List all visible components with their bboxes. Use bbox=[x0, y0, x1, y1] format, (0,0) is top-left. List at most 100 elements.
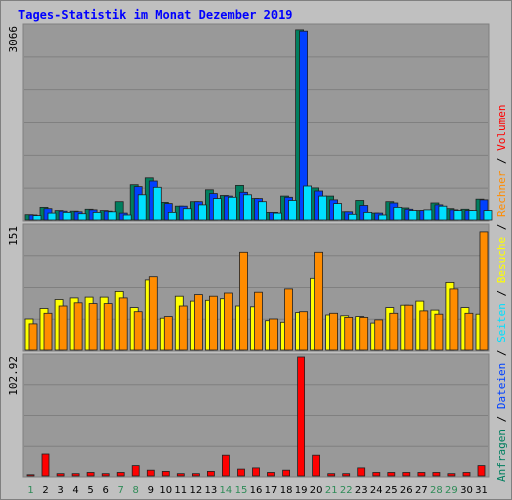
bar-seiten-day-21 bbox=[333, 203, 343, 221]
bar-rechner-day-23 bbox=[359, 316, 369, 351]
x-tick-label: 26 bbox=[400, 485, 413, 496]
bar-seiten-day-10 bbox=[167, 211, 177, 221]
bar-rechner-day-7 bbox=[118, 297, 128, 351]
bar-rechner-day-14 bbox=[223, 292, 233, 351]
legend-entry: Anfragen bbox=[495, 429, 508, 482]
bar-seiten-day-12 bbox=[197, 204, 207, 221]
bar-rechner-day-3 bbox=[58, 305, 68, 351]
x-tick-label: 20 bbox=[310, 485, 323, 496]
legend-right: Anfragen / Dateien / Seiten / Besuche / … bbox=[495, 104, 508, 482]
bar-seiten-day-22 bbox=[348, 213, 358, 221]
bar-seiten-day-14 bbox=[227, 196, 237, 221]
bar-seiten-day-17 bbox=[273, 212, 282, 221]
bar-rechner-day-30 bbox=[464, 312, 474, 351]
x-tick-label: 11 bbox=[174, 485, 187, 496]
bar-rechner-day-2 bbox=[43, 312, 53, 351]
bar-volumen-day-26 bbox=[402, 472, 411, 477]
bar-seiten-day-3 bbox=[62, 211, 72, 221]
bar-volumen-day-11 bbox=[176, 473, 185, 477]
bar-rechner-day-10 bbox=[163, 316, 173, 351]
legend-entry: / bbox=[495, 343, 508, 363]
bar-volumen-day-7 bbox=[116, 472, 125, 477]
bar-volumen-day-17 bbox=[267, 472, 275, 477]
bar-volumen-day-5 bbox=[86, 472, 95, 477]
bar-seiten-day-11 bbox=[182, 208, 192, 221]
bar-seiten-day-19 bbox=[303, 185, 313, 221]
bar-volumen-day-13 bbox=[206, 470, 215, 477]
bar-volumen-day-31 bbox=[477, 465, 486, 477]
bar-volumen-day-16 bbox=[252, 467, 260, 477]
bar-seiten-day-7 bbox=[122, 214, 132, 221]
legend-entry: Rechner bbox=[495, 170, 508, 217]
bar-rechner-day-19 bbox=[299, 311, 309, 351]
bar-seiten-day-18 bbox=[288, 200, 297, 221]
bar-rechner-day-8 bbox=[133, 311, 143, 351]
bar-volumen-day-30 bbox=[462, 472, 471, 477]
bar-rechner-day-31 bbox=[479, 231, 489, 351]
bar-rechner-day-21 bbox=[329, 312, 339, 351]
bar-volumen-day-12 bbox=[191, 473, 200, 477]
x-tick-label: 25 bbox=[385, 485, 398, 496]
x-tick-label: 18 bbox=[280, 485, 293, 496]
x-tick-label: 5 bbox=[87, 485, 93, 496]
bar-volumen-day-21 bbox=[327, 473, 336, 477]
bar-rechner-day-13 bbox=[208, 295, 218, 351]
x-tick-label: 9 bbox=[148, 485, 154, 496]
bar-volumen-day-1 bbox=[26, 474, 35, 477]
x-tick-label: 6 bbox=[103, 485, 109, 496]
bar-rechner-day-9 bbox=[148, 276, 158, 351]
bar-seiten-day-26 bbox=[408, 210, 418, 221]
bar-rechner-day-25 bbox=[389, 312, 399, 351]
x-tick-label: 17 bbox=[265, 485, 278, 496]
x-tick-label: 28 bbox=[430, 485, 443, 496]
bar-seiten-day-1 bbox=[32, 215, 42, 221]
y-tick-label-bottom: 102.92 bbox=[7, 356, 20, 396]
x-tick-label: 1 bbox=[27, 485, 33, 496]
x-tick-label: 4 bbox=[72, 485, 78, 496]
bar-seiten-day-13 bbox=[212, 198, 222, 221]
x-tick-label: 10 bbox=[159, 485, 172, 496]
legend-entry: Volumen bbox=[495, 104, 508, 150]
bar-volumen-day-28 bbox=[432, 472, 441, 477]
bar-seiten-day-4 bbox=[77, 213, 87, 221]
bar-seiten-day-24 bbox=[378, 214, 388, 221]
bar-volumen-day-10 bbox=[161, 470, 170, 477]
x-tick-label: 23 bbox=[355, 485, 368, 496]
x-tick-label: 13 bbox=[205, 485, 218, 496]
bar-seiten-day-2 bbox=[47, 212, 57, 221]
bar-volumen-day-9 bbox=[146, 469, 155, 477]
legend-entry: / bbox=[495, 283, 508, 303]
y-tick-label-top: 3066 bbox=[7, 26, 20, 53]
bar-rechner-day-6 bbox=[103, 303, 113, 351]
legend-entry: / bbox=[495, 151, 508, 171]
bar-seiten-day-25 bbox=[393, 206, 403, 221]
bar-rechner-day-18 bbox=[284, 288, 293, 351]
bar-volumen-day-8 bbox=[131, 465, 140, 477]
bar-volumen-day-27 bbox=[417, 472, 426, 477]
x-tick-label: 22 bbox=[340, 485, 353, 496]
bar-rechner-day-1 bbox=[28, 323, 38, 351]
x-tick-label: 3 bbox=[57, 485, 63, 496]
bar-rechner-day-15 bbox=[239, 251, 248, 351]
bar-volumen-day-6 bbox=[101, 473, 110, 477]
bar-rechner-day-22 bbox=[344, 316, 354, 351]
bar-seiten-day-15 bbox=[243, 194, 252, 221]
bar-seiten-day-8 bbox=[137, 194, 147, 221]
x-tick-label: 29 bbox=[445, 485, 458, 496]
x-tick-label: 8 bbox=[133, 485, 139, 496]
x-tick-label: 30 bbox=[460, 485, 473, 496]
bar-rechner-day-4 bbox=[73, 302, 83, 351]
bar-seiten-day-9 bbox=[152, 186, 162, 221]
bar-volumen-day-14 bbox=[221, 454, 230, 477]
chart-title: Tages-Statistik im Monat Dezember 2019 bbox=[18, 8, 293, 22]
bar-seiten-day-5 bbox=[92, 211, 102, 221]
bar-rechner-day-16 bbox=[254, 291, 263, 351]
bar-volumen-day-25 bbox=[387, 472, 396, 477]
legend-entry: Besuche bbox=[495, 237, 508, 283]
x-tick-label: 21 bbox=[325, 485, 338, 496]
x-tick-label: 27 bbox=[415, 485, 428, 496]
bar-seiten-day-23 bbox=[363, 211, 373, 221]
bar-volumen-day-4 bbox=[71, 473, 80, 477]
bar-volumen-day-2 bbox=[41, 453, 50, 477]
